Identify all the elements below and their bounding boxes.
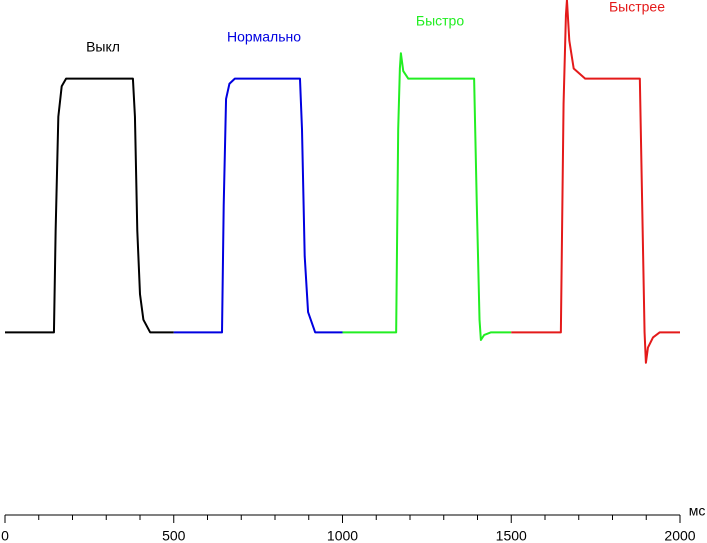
series-label: Нормально bbox=[227, 29, 301, 45]
series-label: Быстро bbox=[416, 13, 464, 29]
x-tick-label: 0 bbox=[1, 528, 9, 543]
series-label: Выкл bbox=[86, 39, 120, 55]
series-label: Быстрее bbox=[609, 0, 665, 15]
series-line bbox=[5, 77, 174, 334]
x-tick-label: 500 bbox=[162, 528, 186, 543]
series-line bbox=[511, 0, 680, 364]
series-line bbox=[342, 52, 512, 341]
series-line bbox=[173, 77, 343, 334]
x-tick-label: 2000 bbox=[664, 528, 695, 543]
x-tick-label: 1500 bbox=[496, 528, 527, 543]
x-axis-label: мс bbox=[689, 503, 706, 519]
x-tick-label: 1000 bbox=[327, 528, 358, 543]
